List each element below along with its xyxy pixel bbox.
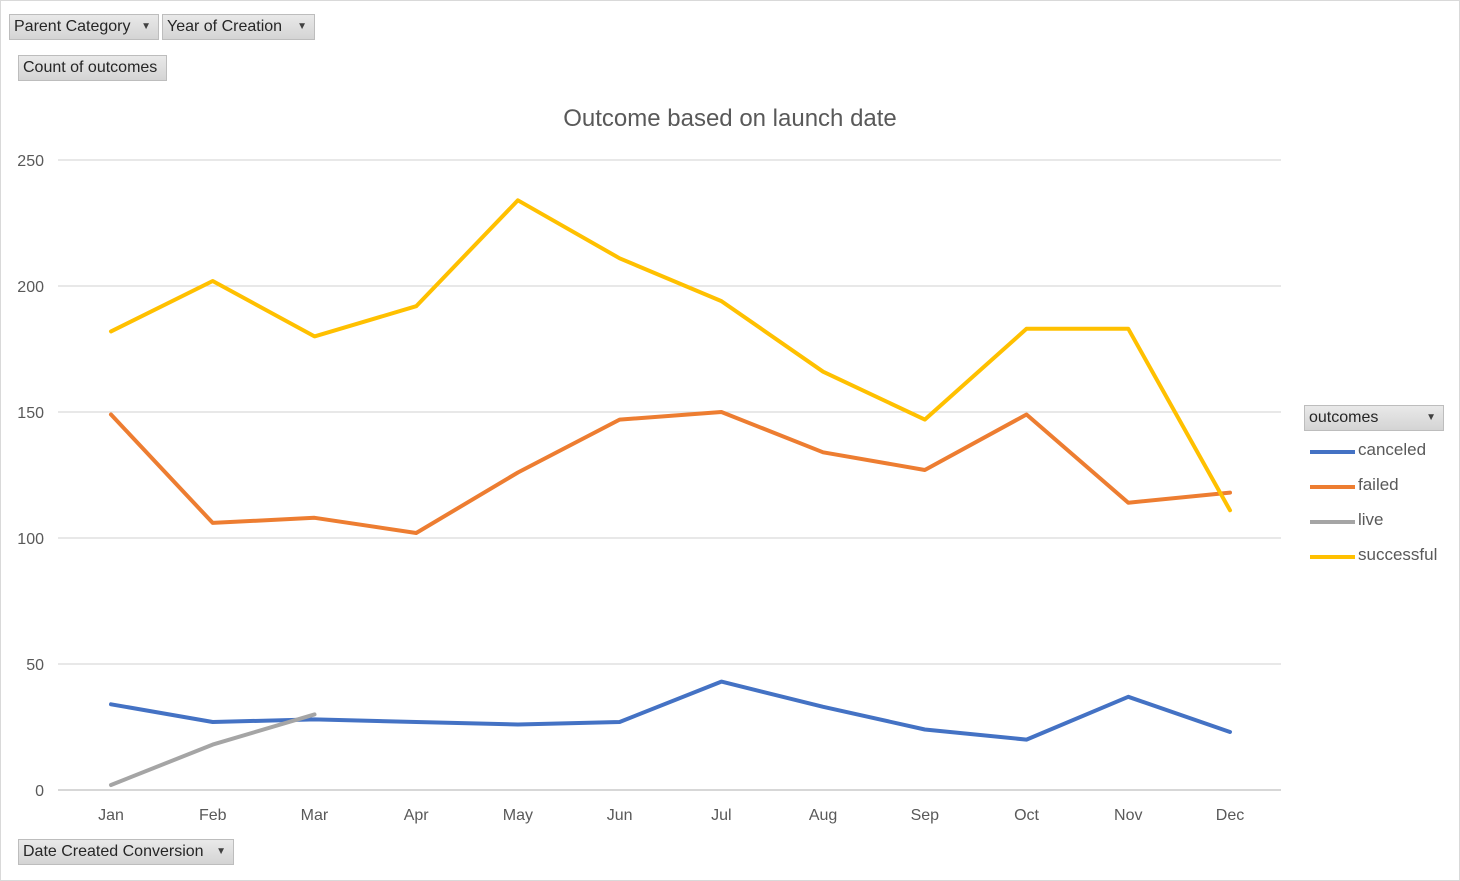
- y-axis: 0 50 100 150 200 250: [17, 153, 44, 800]
- y-tick-label: 250: [17, 153, 44, 170]
- series-line-successful: [109, 198, 1232, 513]
- axis-field-label: Date Created Conversion: [23, 843, 204, 860]
- series-lines: [109, 198, 1232, 787]
- parent-category-filter[interactable]: Parent Category ▼: [9, 14, 159, 40]
- parent-category-label: Parent Category: [14, 18, 131, 35]
- y-tick-label: 0: [35, 783, 44, 800]
- x-tick-label: Oct: [1014, 807, 1039, 824]
- values-field-label: Count of outcomes: [23, 59, 158, 76]
- y-tick-label: 100: [17, 531, 44, 548]
- y-tick-label: 150: [17, 405, 44, 422]
- year-of-creation-filter[interactable]: Year of Creation ▼: [162, 14, 315, 40]
- y-tick-label: 200: [17, 279, 44, 296]
- x-tick-label: Jun: [607, 807, 633, 824]
- dropdown-arrow-icon[interactable]: ▼: [216, 846, 226, 857]
- x-tick-label: Mar: [301, 807, 329, 824]
- x-tick-label: Nov: [1114, 807, 1142, 824]
- chart-title: Outcome based on launch date: [563, 105, 897, 132]
- legend-swatch: [1310, 450, 1355, 454]
- x-tick-label: Aug: [809, 807, 837, 824]
- legend-swatch: [1310, 520, 1355, 524]
- x-tick-label: Jul: [711, 807, 731, 824]
- values-field-button[interactable]: Count of outcomes: [18, 55, 167, 81]
- legend-label: live: [1358, 510, 1384, 529]
- x-axis: Jan Feb Mar Apr May Jun Jul Aug Sep Oct Nov Dec: [98, 807, 1244, 824]
- legend-swatch: [1310, 555, 1355, 559]
- series-line-canceled: [109, 679, 1232, 742]
- x-tick-label: Sep: [911, 807, 940, 824]
- gridlines: [58, 159, 1281, 791]
- x-tick-label: Apr: [404, 807, 430, 824]
- legend-field-filter[interactable]: outcomes ▼: [1304, 405, 1444, 431]
- legend-label: failed: [1358, 475, 1399, 494]
- x-tick-label: Feb: [199, 807, 227, 824]
- legend-swatch: [1310, 485, 1355, 489]
- legend-label: successful: [1358, 545, 1438, 564]
- series-line-live: [109, 712, 317, 787]
- y-tick-label: 50: [26, 657, 44, 674]
- legend-label: canceled: [1358, 440, 1427, 459]
- series-line-failed: [109, 410, 1232, 535]
- dropdown-arrow-icon[interactable]: ▼: [297, 21, 307, 32]
- year-of-creation-label: Year of Creation: [167, 18, 283, 35]
- axis-field-filter[interactable]: Date Created Conversion ▼: [18, 839, 234, 865]
- x-tick-label: May: [503, 807, 533, 824]
- legend-field-label: outcomes: [1309, 409, 1379, 426]
- x-tick-label: Jan: [98, 807, 124, 824]
- dropdown-arrow-icon[interactable]: ▼: [141, 21, 151, 32]
- dropdown-arrow-icon[interactable]: ▼: [1426, 412, 1436, 423]
- x-tick-label: Dec: [1216, 807, 1244, 824]
